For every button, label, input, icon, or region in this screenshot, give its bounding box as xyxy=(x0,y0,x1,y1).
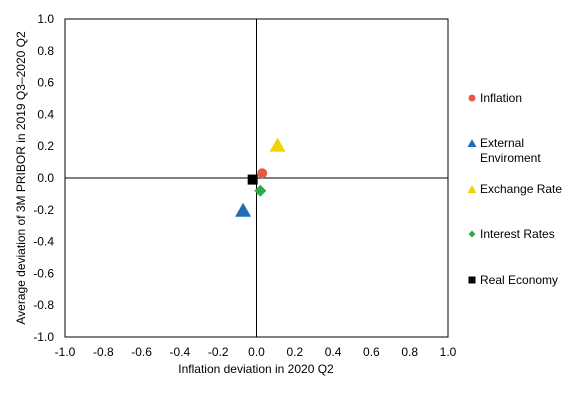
y-tick-label: 0.6 xyxy=(37,76,54,90)
legend-marker xyxy=(468,230,476,238)
tick-labels: -1.0 -0.8 -0.6 -0.4 -0.2 0.0 0.2 0.4 0.6 0.8 1.0 1.… xyxy=(33,12,456,359)
x-tick-label: 0.8 xyxy=(401,345,418,359)
y-tick-label: 0.4 xyxy=(37,107,54,121)
x-tick-label: -0.4 xyxy=(170,345,191,359)
data-point-inflation xyxy=(257,168,268,179)
y-tick-label: -1.0 xyxy=(33,330,54,344)
data-point-external-enviroment xyxy=(235,202,252,217)
x-tick-label: 0.2 xyxy=(286,345,303,359)
x-tick-label: -1.0 xyxy=(55,345,76,359)
y-tick-label: -0.8 xyxy=(33,298,54,312)
legend-label: External xyxy=(480,136,524,150)
y-tick-label: -0.6 xyxy=(33,266,54,280)
y-tick-label: -0.2 xyxy=(33,203,54,217)
legend-marker xyxy=(468,276,476,284)
legend-label: Inflation xyxy=(480,91,522,105)
x-tick-label: -0.8 xyxy=(93,345,114,359)
y-tick-label: 0.2 xyxy=(37,139,54,153)
y-axis-label: Average deviation of 3M PRIBOR in 2019 Q… xyxy=(14,31,28,325)
legend-marker xyxy=(468,94,476,102)
legend-label: Real Economy xyxy=(480,273,558,287)
x-tick-label: -0.2 xyxy=(208,345,229,359)
x-tick-label: 1.0 xyxy=(440,345,457,359)
x-tick-label: 0.0 xyxy=(248,345,265,359)
legend-label: Enviroment xyxy=(480,151,541,165)
data-points xyxy=(235,137,286,217)
y-tick-label: -0.4 xyxy=(33,235,54,249)
y-tick-label: 0.0 xyxy=(37,171,54,185)
x-tick-label: 0.4 xyxy=(325,345,342,359)
legend-marker xyxy=(467,139,477,147)
legend-label: Interest Rates xyxy=(480,227,555,241)
legend-marker xyxy=(467,185,477,193)
y-tick-label: 0.8 xyxy=(37,44,54,58)
legend-label: Exchange Rate xyxy=(480,182,562,196)
x-axis-label: Inflation deviation in 2020 Q2 xyxy=(178,362,334,376)
x-tick-label: -0.6 xyxy=(131,345,152,359)
data-point-exchange-rate xyxy=(269,137,286,152)
y-tick-label: 1.0 xyxy=(37,12,54,26)
data-point-interest-rates xyxy=(254,184,267,197)
x-tick-label: 0.6 xyxy=(363,345,380,359)
data-point-real-economy xyxy=(247,174,258,185)
